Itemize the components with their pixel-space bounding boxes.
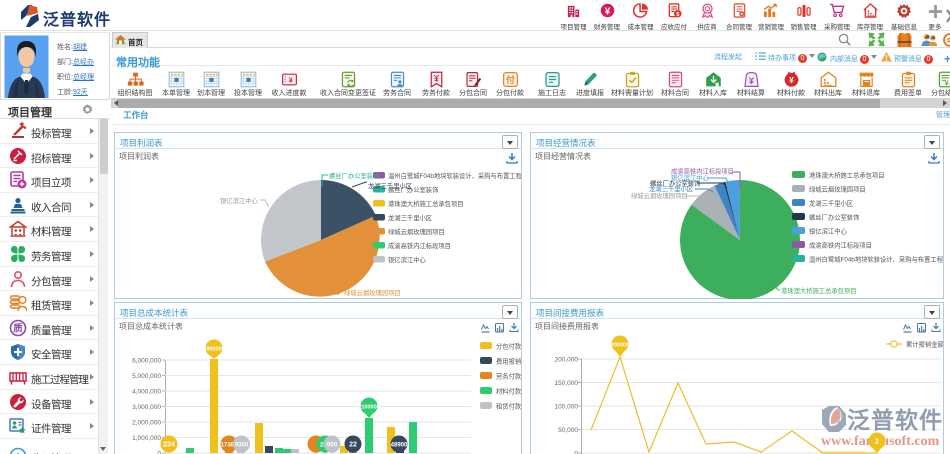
svg-text:¥: ¥ [789, 76, 794, 85]
svg-text:租赁付款: 租赁付款 [496, 402, 521, 411]
svg-text:温州白鹭城F04b地块软装设计、采购与布置工程: 温州白鹭城F04b地块软装设计、采购与布置工程 [809, 255, 943, 264]
svg-text:48900: 48900 [391, 443, 408, 449]
svg-text:付: 付 [506, 74, 515, 85]
svg-text:龙湖三千里小区: 龙湖三千里小区 [388, 213, 432, 222]
svg-text:2: 2 [875, 439, 879, 446]
svg-text:$: $ [676, 12, 680, 18]
svg-text:银亿滨江中心: 银亿滨江中心 [809, 227, 847, 236]
svg-text:螺丝厂办公室装饰: 螺丝厂办公室装饰 [329, 171, 379, 180]
svg-text:成渝高铁内江标段项目: 成渝高铁内江标段项目 [388, 241, 451, 250]
svg-text:成渝高铁内江标段项目: 成渝高铁内江标段项目 [671, 167, 734, 176]
svg-text:绿城云烟玫瑰园项目: 绿城云烟玫瑰园项目 [809, 185, 866, 194]
svg-text:银亿滨江中心: 银亿滨江中心 [388, 255, 426, 264]
svg-text:5,000,000: 5,000,000 [132, 373, 161, 380]
svg-text:龙湖三千里小区: 龙湖三千里小区 [809, 199, 853, 208]
svg-text:200,000: 200,000 [555, 357, 579, 364]
svg-text:150,000: 150,000 [555, 380, 579, 387]
svg-text:900: 900 [327, 442, 338, 449]
svg-text:234: 234 [163, 442, 175, 449]
svg-text:港珠澳大桥施工总承包项目: 港珠澳大桥施工总承包项目 [781, 286, 857, 295]
svg-text:0: 0 [574, 451, 578, 454]
svg-text:成渝高铁内江标段项目: 成渝高铁内江标段项目 [809, 241, 872, 250]
svg-text:100,000: 100,000 [555, 404, 579, 411]
svg-text:龙湖三千里小区: 龙湖三千里小区 [368, 181, 412, 190]
svg-text:螺丝厂办公室装饰: 螺丝厂办公室装饰 [809, 213, 859, 222]
svg-text:1,000,000: 1,000,000 [132, 435, 161, 442]
svg-text:22: 22 [349, 442, 357, 449]
svg-text:200000: 200000 [611, 343, 629, 349]
svg-text:17381: 17381 [221, 443, 238, 449]
svg-text:¥: ¥ [288, 75, 293, 84]
svg-text:¥: ¥ [944, 80, 948, 87]
svg-text:劳务付款: 劳务付款 [496, 372, 521, 381]
svg-text:温州白鹭城F04b地块软装设计、采购与布置工程: 温州白鹭城F04b地块软装设计、采购与布置工程 [388, 171, 521, 180]
svg-text:3,000,000: 3,000,000 [132, 404, 161, 411]
svg-text:港珠澳大桥施工总承包项目: 港珠澳大桥施工总承包项目 [809, 171, 885, 180]
svg-text:6900000: 6900000 [203, 347, 224, 353]
svg-text:50,000: 50,000 [558, 427, 578, 434]
svg-text:螺丝厂办公室装饰: 螺丝厂办公室装饰 [388, 185, 438, 194]
svg-text:质: 质 [13, 322, 23, 334]
svg-text:绿城云烟玫瑰园项目: 绿城云烟玫瑰园项目 [631, 191, 688, 200]
svg-text:绿城云烟玫瑰园项目: 绿城云烟玫瑰园项目 [344, 288, 401, 297]
svg-text:0: 0 [157, 451, 161, 454]
svg-text:龙湖三千里小区: 龙湖三千里小区 [649, 184, 693, 193]
svg-text:4,000,000: 4,000,000 [132, 389, 161, 396]
svg-text:银亿滨江中心: 银亿滨江中心 [671, 173, 709, 182]
svg-text:6,000,000: 6,000,000 [132, 358, 161, 365]
svg-text:累计报销金额: 累计报销金额 [906, 340, 943, 349]
svg-text:费用报销: 费用报销 [496, 357, 521, 366]
svg-text:泛普软件: 泛普软件 [847, 407, 943, 433]
svg-text:银亿滨江中心: 银亿滨江中心 [220, 196, 258, 205]
svg-text:港珠澳大桥施工总承包项目: 港珠澳大桥施工总承包项目 [388, 199, 464, 208]
svg-text:2100000: 2100000 [358, 405, 379, 411]
svg-text:分包付款: 分包付款 [496, 342, 521, 351]
svg-text:2,000,000: 2,000,000 [132, 420, 161, 427]
svg-text:¥: ¥ [604, 6, 610, 17]
svg-text:9300: 9300 [235, 443, 249, 449]
svg-text:材料付款: 材料付款 [496, 387, 521, 396]
svg-text:螺丝厂办公室装饰: 螺丝厂办公室装饰 [650, 179, 700, 188]
svg-text:绿城云烟玫瑰园项目: 绿城云烟玫瑰园项目 [388, 227, 445, 236]
